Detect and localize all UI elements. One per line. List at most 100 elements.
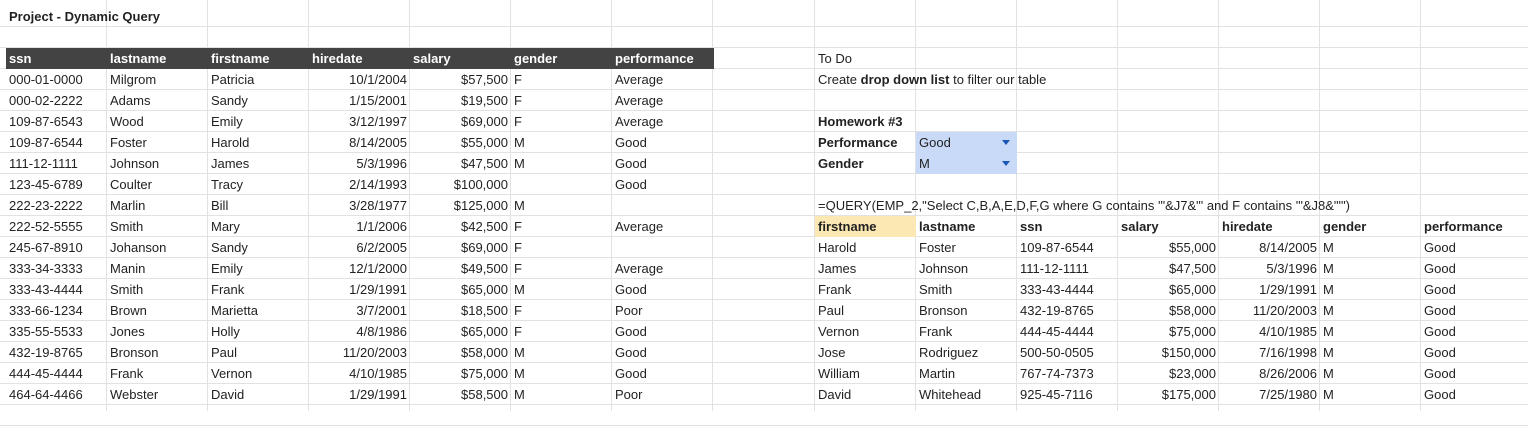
left-table-cell[interactable]: 10/1/2004 [349,72,407,87]
left-table-cell[interactable]: $65,000 [461,282,508,297]
left-table-cell[interactable]: Mary [211,219,240,234]
result-table-cell[interactable]: 8/26/2006 [1259,366,1317,381]
left-table-cell[interactable]: Foster [110,135,147,150]
left-table-cell[interactable]: M [514,198,525,213]
result-table-cell[interactable]: 500-50-0505 [1020,345,1094,360]
result-table-cell[interactable]: Good [1424,303,1456,318]
left-table-cell[interactable]: M [514,156,525,171]
result-table-cell[interactable]: 444-45-4444 [1020,324,1094,339]
left-table-cell[interactable]: Patricia [211,72,255,87]
left-table-cell[interactable]: Good [615,177,647,192]
result-table-cell[interactable]: David [818,387,852,402]
result-table-cell[interactable]: M [1323,240,1334,255]
gender-value[interactable]: M [919,156,930,171]
result-table-cell[interactable]: Whitehead [919,387,982,402]
result-table-header[interactable]: gender [1323,219,1367,234]
left-table-cell[interactable]: Coulter [110,177,152,192]
chevron-down-icon[interactable] [1002,140,1010,145]
left-table-cell[interactable]: Sandy [211,240,248,255]
left-table-cell[interactable]: Good [615,366,647,381]
left-table-cell[interactable]: 3/7/2001 [356,303,407,318]
left-table-cell[interactable]: M [514,345,525,360]
left-table-cell[interactable]: Poor [615,387,643,402]
left-table-cell[interactable]: M [514,366,525,381]
left-table-cell[interactable]: 444-45-4444 [9,366,83,381]
left-table-cell[interactable]: Frank [211,282,245,297]
result-table-cell[interactable]: 333-43-4444 [1020,282,1094,297]
result-table-header[interactable]: hiredate [1222,219,1273,234]
left-table-cell[interactable]: $57,500 [461,72,508,87]
query-formula[interactable]: =QUERY(EMP_2,"Select C,B,A,E,D,F,G where… [818,198,1350,213]
left-table-cell[interactable]: Marlin [110,198,146,213]
result-table-cell[interactable]: Jose [818,345,846,360]
left-table-cell[interactable]: 333-43-4444 [9,282,83,297]
result-table-cell[interactable]: M [1323,324,1334,339]
left-table-cell[interactable]: Smith [110,219,144,234]
left-table-cell[interactable]: 432-19-8765 [9,345,83,360]
left-table-cell[interactable]: Frank [110,366,144,381]
left-table-cell[interactable]: F [514,93,522,108]
left-table-cell[interactable]: Good [615,135,647,150]
left-table-cell[interactable]: F [514,114,522,129]
left-table-cell[interactable]: $42,500 [461,219,508,234]
left-table-header[interactable]: lastname [110,51,167,66]
result-table-cell[interactable]: $23,000 [1169,366,1216,381]
left-table-cell[interactable]: Marietta [211,303,258,318]
left-table-cell[interactable]: Holly [211,324,240,339]
left-table-cell[interactable]: $19,500 [461,93,508,108]
left-table-cell[interactable]: Emily [211,261,243,276]
result-table-cell[interactable]: 111-12-1111 [1020,261,1089,276]
result-table-cell[interactable]: Good [1424,387,1456,402]
left-table-cell[interactable]: Tracy [211,177,244,192]
left-table-header[interactable]: hiredate [312,51,363,66]
left-table-cell[interactable]: 3/12/1997 [349,114,407,129]
result-table-cell[interactable]: Good [1424,261,1456,276]
left-table-cell[interactable]: M [514,387,525,402]
left-table-cell[interactable]: 2/14/1993 [349,177,407,192]
left-table-cell[interactable]: Average [615,72,664,87]
left-table-cell[interactable]: 245-67-8910 [9,240,83,255]
chevron-down-icon[interactable] [1002,161,1010,166]
result-table-header[interactable]: lastname [919,219,976,234]
result-table-cell[interactable]: Good [1424,324,1456,339]
left-table-cell[interactable]: 000-01-0000 [9,72,83,87]
result-table-cell[interactable]: Bronson [919,303,968,318]
left-table-cell[interactable]: 222-52-5555 [9,219,83,234]
result-table-cell[interactable]: 8/14/2005 [1259,240,1317,255]
left-table-cell[interactable]: Good [615,345,647,360]
result-table-header[interactable]: ssn [1020,219,1043,234]
left-table-cell[interactable]: Average [615,219,664,234]
left-table-header[interactable]: ssn [9,51,32,66]
left-table-cell[interactable] [612,237,713,258]
result-table-cell[interactable]: Good [1424,366,1456,381]
result-table-cell[interactable]: 432-19-8765 [1020,303,1094,318]
result-table-cell[interactable]: William [818,366,860,381]
left-table-cell[interactable]: 11/20/2003 [342,345,407,360]
left-table-cell[interactable]: $69,000 [461,114,508,129]
left-table-cell[interactable]: $49,500 [461,261,508,276]
result-table-cell[interactable]: $150,000 [1161,345,1216,360]
result-table-cell[interactable]: M [1323,387,1334,402]
left-table-cell[interactable]: Sandy [211,93,248,108]
left-table-cell[interactable]: 000-02-2222 [9,93,83,108]
result-table-cell[interactable]: Smith [919,282,953,297]
result-table-cell[interactable]: Good [1424,240,1456,255]
result-table-cell[interactable]: M [1323,366,1334,381]
result-table-cell[interactable]: Harold [818,240,857,255]
left-table-cell[interactable]: 464-64-4466 [9,387,83,402]
left-table-cell[interactable]: Vernon [211,366,253,381]
left-table-cell[interactable] [511,174,612,195]
left-table-cell[interactable]: $58,000 [461,345,508,360]
left-table-cell[interactable]: $47,500 [461,156,508,171]
left-table-cell[interactable]: Harold [211,135,250,150]
left-table-cell[interactable]: $100,000 [453,177,508,192]
left-table-cell[interactable]: Milgrom [110,72,157,87]
left-table-cell[interactable]: Paul [211,345,238,360]
left-table-cell[interactable]: Average [615,261,664,276]
left-table-cell[interactable]: 1/1/2006 [356,219,407,234]
left-table-cell[interactable]: 109-87-6544 [9,135,83,150]
left-table-cell[interactable]: $69,000 [461,240,508,255]
result-table-cell[interactable]: 7/16/1998 [1259,345,1317,360]
left-table-cell[interactable]: Good [615,282,647,297]
